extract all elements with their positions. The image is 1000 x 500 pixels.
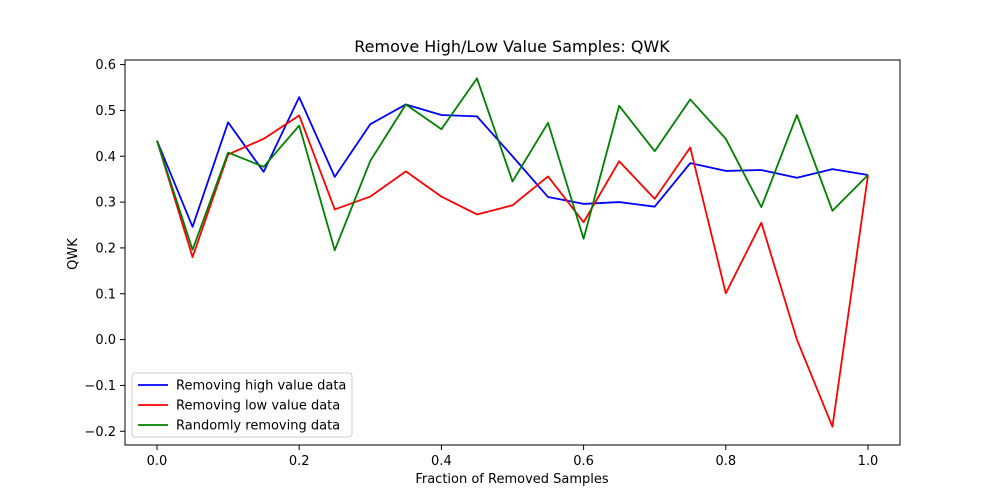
x-tick-label: 0.4 (431, 454, 452, 469)
x-tick-label: 0.8 (715, 454, 736, 469)
series-line-3 (156, 77, 869, 252)
y-tick-label: 0.5 (95, 104, 116, 119)
chart-title: Remove High/Low Value Samples: QWK (354, 37, 670, 56)
y-tick-label: 0.4 (95, 150, 116, 165)
y-tick-label: 0.1 (95, 287, 116, 302)
x-tick-label: 0.2 (289, 454, 310, 469)
legend-label-2: Removing low value data (176, 399, 340, 414)
legend-label-3: Randomly removing data (176, 419, 340, 434)
y-tick-label: 0.3 (95, 196, 116, 211)
legend: Removing high value data Removing low val… (131, 372, 353, 438)
series-line-1 (156, 96, 869, 228)
legend-label-1: Removing high value data (176, 379, 346, 394)
x-tick-label: 0.0 (147, 454, 168, 469)
y-axis-label: QWK (66, 238, 81, 270)
y-tick-label: −0.2 (84, 425, 116, 440)
y-tick-label: 0.6 (95, 58, 116, 73)
plot-area: 0.0 0.2 0.4 0.6 0.8 1.0 −0.2 −0.1 0.0 0.1 0.2 0.3 0.… (84, 58, 901, 469)
y-tick-label: 0.0 (95, 333, 116, 348)
y-tick-label: 0.2 (95, 241, 116, 256)
series-lines (156, 77, 869, 428)
x-tick-label: 0.6 (573, 454, 594, 469)
x-tick-label: 1.0 (858, 454, 879, 469)
y-tick-label: −0.1 (84, 379, 116, 394)
x-axis-label: Fraction of Removed Samples (415, 472, 609, 487)
axis-ticks: 0.0 0.2 0.4 0.6 0.8 1.0 −0.2 −0.1 0.0 0.1 0.2 0.3 0.… (84, 58, 878, 469)
axes-frame (124, 59, 901, 446)
legend-box (131, 372, 353, 438)
series-line-2 (156, 114, 869, 428)
